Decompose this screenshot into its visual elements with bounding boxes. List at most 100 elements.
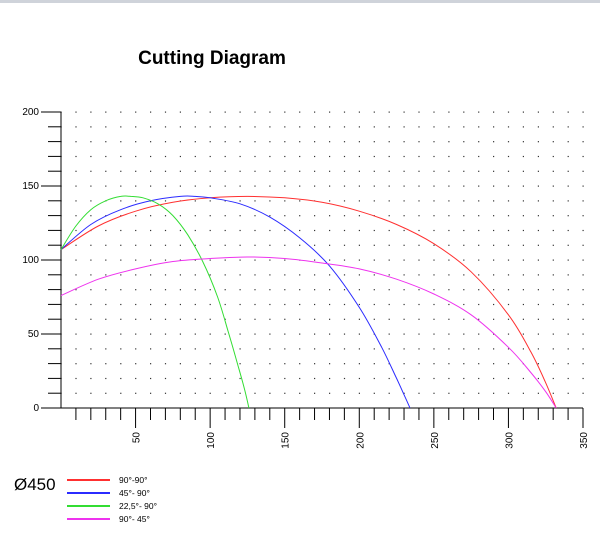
grid-dot — [507, 377, 510, 380]
grid-dot — [269, 333, 271, 335]
series-line-2 — [60, 195, 411, 409]
grid-dot — [552, 141, 554, 143]
grid-dot — [537, 363, 539, 365]
grid-dot — [284, 170, 286, 172]
grid-dot — [254, 215, 256, 217]
grid-dot — [582, 170, 584, 172]
grid-dot — [358, 392, 360, 394]
grid-dot — [403, 392, 405, 394]
grid-dot — [299, 333, 301, 335]
grid-dot — [567, 333, 569, 335]
grid-dot — [463, 111, 465, 113]
grid-dot — [388, 318, 390, 320]
grid-dot — [90, 289, 92, 291]
grid-dot — [522, 170, 524, 172]
grid-dot — [135, 333, 137, 335]
grid-dot — [164, 259, 167, 261]
grid-dot — [120, 185, 122, 187]
grid-dot — [537, 141, 539, 143]
grid-dot — [448, 348, 450, 350]
grid-dot — [478, 348, 480, 350]
x-tick-label: 150 — [281, 432, 292, 449]
grid-dot — [448, 170, 450, 172]
grid-dot — [582, 111, 584, 113]
grid-dot — [75, 392, 77, 394]
grid-dot — [150, 303, 152, 306]
grid-dot — [582, 348, 584, 350]
grid-dot — [343, 289, 346, 291]
grid-dot — [388, 348, 390, 350]
grid-dot — [120, 229, 122, 232]
grid-dot — [284, 333, 286, 335]
grid-dot — [299, 348, 301, 350]
grid-dot — [507, 363, 510, 365]
grid-dot — [135, 318, 137, 320]
grid-dot — [373, 141, 375, 143]
grid-dot — [284, 111, 286, 113]
grid-dot — [403, 289, 405, 291]
grid-dot — [343, 141, 346, 143]
grid-dot — [433, 141, 435, 143]
grid-dot — [209, 318, 211, 320]
grid-dot — [418, 303, 420, 306]
grid-dot — [90, 303, 92, 306]
grid-dot — [254, 289, 256, 291]
grid-dot — [388, 229, 390, 232]
grid-dot — [418, 392, 420, 394]
grid-dot — [329, 377, 331, 380]
grid-dot — [433, 259, 435, 261]
grid-dot — [373, 303, 375, 306]
grid-dot — [567, 348, 569, 350]
grid-dot — [224, 229, 226, 232]
grid-dot — [194, 244, 196, 246]
grid-dot — [478, 318, 480, 320]
grid-dot — [314, 244, 316, 246]
grid-dot — [358, 377, 360, 380]
grid-dot — [179, 229, 181, 232]
grid-dot — [463, 333, 465, 335]
grid-dot — [493, 229, 495, 232]
grid-dot — [179, 333, 181, 335]
grid-dot — [493, 141, 495, 143]
grid-dot — [150, 259, 152, 261]
series-line-3 — [60, 195, 250, 409]
grid-dot — [254, 333, 256, 335]
grid-dot — [403, 363, 405, 365]
grid-dot — [373, 348, 375, 350]
grid-dot — [194, 303, 196, 306]
grid-dot — [209, 185, 211, 187]
grid-dot — [478, 259, 480, 261]
grid-dot — [507, 111, 510, 113]
grid-dot — [403, 126, 405, 128]
grid-dot — [433, 126, 435, 128]
grid-dot — [403, 200, 405, 202]
grid-dot — [75, 363, 77, 365]
grid-dot — [358, 289, 360, 291]
grid-dot — [403, 244, 405, 246]
grid-dot — [463, 244, 465, 246]
grid-dot — [269, 274, 271, 276]
grid-dot — [254, 170, 256, 172]
grid-dot — [314, 333, 316, 335]
grid-dot — [448, 259, 450, 261]
grid-dot — [90, 185, 92, 187]
grid-dot — [269, 185, 271, 187]
grid-dot — [150, 363, 152, 365]
grid-dot — [448, 377, 450, 380]
grid-dot — [418, 333, 420, 335]
grid-dot — [284, 392, 286, 394]
top-border — [0, 0, 600, 3]
grid-dot — [179, 185, 181, 187]
series-lines — [60, 195, 557, 409]
grid-dot — [522, 200, 524, 202]
grid-dot — [299, 289, 301, 291]
grid-dot — [135, 244, 137, 246]
grid-dot — [552, 259, 554, 261]
grid-dot — [209, 170, 211, 172]
grid-dot — [478, 126, 480, 128]
grid-dot — [224, 318, 226, 320]
grid-dot — [329, 185, 331, 187]
grid-dot — [224, 141, 226, 143]
grid-dot — [150, 289, 152, 291]
grid-dot — [284, 259, 286, 261]
